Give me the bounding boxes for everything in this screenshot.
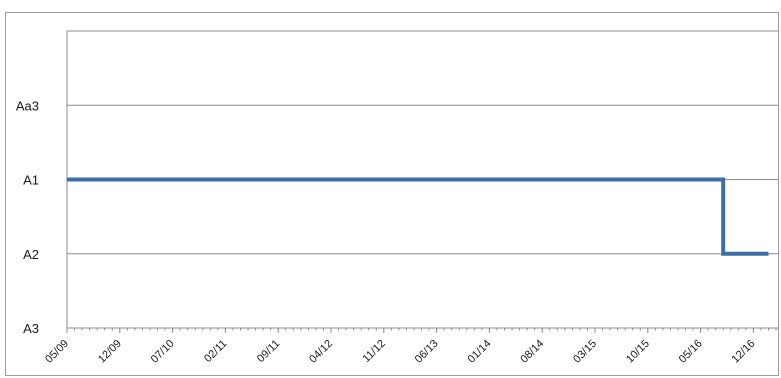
x-tick-label: 05/09 — [43, 338, 71, 366]
gridlines — [67, 30, 778, 255]
rating-series-line — [67, 177, 769, 256]
x-tick-label: 07/10 — [149, 338, 177, 366]
x-tick-label: 06/13 — [413, 338, 441, 366]
y-tick-label: Aa3 — [16, 98, 39, 113]
x-tick-label: 03/15 — [571, 338, 599, 366]
y-tick-labels: A3 A2 A1 Aa3 — [16, 98, 39, 336]
y-tick-label: A1 — [23, 173, 39, 188]
x-tick-label: 01/14 — [466, 338, 494, 366]
x-tick-label: 09/11 — [255, 338, 282, 365]
chart-frame: A3 A2 A1 Aa3 05/09 12/09 07/10 02/11 09/11 04/12… — [5, 12, 779, 376]
axes — [66, 31, 778, 333]
x-tick-label: 04/12 — [307, 338, 335, 366]
x-tick-label: 12/16 — [730, 338, 758, 366]
x-tick-label: 08/14 — [518, 338, 546, 366]
y-tick-label: A2 — [23, 247, 39, 262]
series-lines — [67, 177, 769, 256]
x-tick-labels: 05/09 12/09 07/10 02/11 09/11 04/12 11/12 06/13… — [43, 338, 757, 366]
x-tick-label: 11/12 — [361, 338, 388, 365]
line-chart: A3 A2 A1 Aa3 05/09 12/09 07/10 02/11 09/11 04/12… — [16, 30, 778, 366]
x-tick-label: 02/11 — [202, 338, 229, 365]
y-tick-label: A3 — [23, 321, 39, 336]
x-tick-label: 05/16 — [677, 338, 705, 366]
x-tick-label: 10/15 — [624, 338, 652, 366]
x-tick-label: 12/09 — [96, 338, 124, 366]
